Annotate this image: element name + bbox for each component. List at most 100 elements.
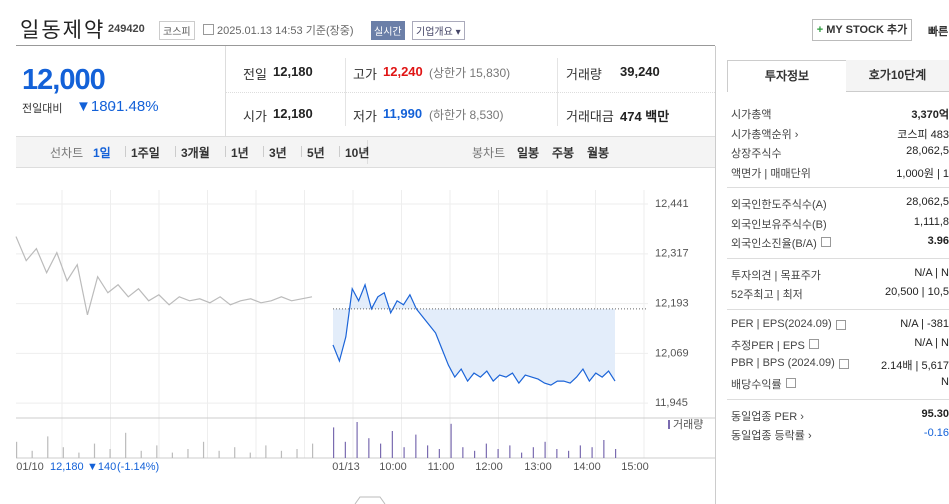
x-tick-label: 14:00 <box>573 461 601 473</box>
help-icon[interactable] <box>809 339 819 349</box>
help-icon[interactable] <box>821 237 831 247</box>
info-label: 동일업종 PER › <box>731 410 804 423</box>
summary-label: 거래대금 <box>566 109 614 124</box>
tab[interactable]: 3개월 <box>181 146 210 160</box>
summary-value: 12,180 <box>273 64 313 79</box>
my-stock-text: MY STOCK 추가 <box>826 24 908 36</box>
summary-value: 39,240 <box>620 64 660 79</box>
datetime-text: 2025.01.13 14:53 <box>217 25 303 37</box>
info-value: 20,500 | 10,5 <box>884 286 949 298</box>
info-value: 코스피 483 <box>897 128 949 141</box>
divider <box>715 46 716 504</box>
change: ▼180 <box>76 98 116 115</box>
realtime-badge: 실시간 <box>371 21 405 40</box>
tab-separator <box>263 146 264 157</box>
info-label: 시가총액순위 › <box>731 128 799 141</box>
prev-day-close: 12,180 <box>50 461 84 473</box>
volume-bar <box>344 441 346 458</box>
volume-bar <box>380 443 382 458</box>
summary-note: (하한가 8,530) <box>429 108 504 122</box>
volume-bar <box>462 447 464 458</box>
panel-tab[interactable]: 호가10단계 <box>846 60 949 92</box>
volume-bar <box>368 438 370 458</box>
info-label: 52주최고 | 최저 <box>731 289 803 301</box>
prev-day-rate: (-1.14%) <box>117 461 159 473</box>
x-tick-label: 13:00 <box>524 461 552 473</box>
tab[interactable]: 5년 <box>307 146 325 160</box>
volume-bar <box>568 450 570 458</box>
panel-tab[interactable]: 투자정보 <box>727 60 847 92</box>
divider <box>727 308 949 310</box>
stock-code: 249420 <box>108 23 145 35</box>
tab[interactable]: 10년 <box>345 146 370 160</box>
info-value: 2.14배 | 5,617 <box>880 359 949 372</box>
volume-bar <box>579 445 581 458</box>
volume-bar <box>521 452 523 458</box>
prev-line <box>15 236 313 316</box>
tab[interactable]: 1주일 <box>131 146 160 160</box>
info-value: N <box>941 376 949 388</box>
tab[interactable]: 일봉 <box>517 146 540 160</box>
volume-bar <box>78 452 80 458</box>
info-value: 28,062,5 <box>906 196 949 208</box>
volume-bar <box>93 443 96 458</box>
volume-bar <box>109 449 111 458</box>
volume-bar <box>591 447 593 458</box>
info-value: N/A | -381 <box>900 317 949 330</box>
help-icon[interactable] <box>836 319 846 330</box>
info-value: N/A | N <box>914 337 949 349</box>
quick-button[interactable]: 빠른 <box>928 26 949 38</box>
volume-bar <box>234 447 236 458</box>
volume-bar <box>265 445 267 458</box>
info-label: 동일업종 등락률 › <box>731 430 812 442</box>
help-icon[interactable] <box>839 358 849 369</box>
x-tick-label: 12:00 <box>475 461 503 473</box>
info-value: 3.96 <box>927 235 949 247</box>
volume-bar <box>140 450 142 458</box>
summary-value: 12,240 <box>383 64 423 79</box>
plus-icon: + <box>816 24 824 36</box>
company-info-text: 기업개요 <box>416 27 453 38</box>
calendar-icon <box>203 24 214 35</box>
divider <box>225 46 226 136</box>
volume-legend: 거래량 <box>673 418 703 431</box>
x-tick-label: 01/10 <box>16 461 44 473</box>
y-tick-label: 12,317 <box>655 248 689 260</box>
volume-bar <box>415 434 417 458</box>
volume-bar <box>31 450 33 458</box>
volume-bar <box>62 447 64 458</box>
volume-bar <box>296 449 298 458</box>
volume-bar <box>497 449 499 458</box>
tab[interactable]: 1일 <box>93 146 111 160</box>
y-tick-label: 12,069 <box>655 347 689 359</box>
volume-bar <box>450 423 452 458</box>
my-stock-button[interactable]: + MY STOCK 추가 <box>812 19 912 41</box>
x-tick-label: 15:00 <box>621 461 649 473</box>
price-chart: 12,441 12,317 12,193 12,069 11,945 거래량 01/10 01… <box>15 190 715 504</box>
info-label: 상장주식수 <box>731 148 782 160</box>
info-label: 배당수익률 <box>731 379 782 391</box>
y-tick-label: 12,441 <box>655 198 689 210</box>
divider <box>727 398 949 400</box>
volume-bar <box>403 447 405 458</box>
volume-bar <box>544 441 546 458</box>
current-price: 12,000 <box>22 64 106 96</box>
datetime: 2025.01.13 14:53 기준(장중) <box>217 22 354 38</box>
info-label: 시가총액 <box>731 109 772 121</box>
volume-legend-swatch <box>668 420 670 429</box>
tab[interactable]: 월봉 <box>587 146 610 160</box>
tab[interactable]: 1년 <box>231 146 249 160</box>
company-info[interactable]: 기업개요 ▾ <box>412 21 465 40</box>
prev-day-change: ▼140 <box>87 461 116 473</box>
volume-bar <box>47 436 49 458</box>
tab[interactable]: 주봉 <box>552 146 575 160</box>
volume-bar <box>171 452 173 458</box>
stock-name: 일동제약 <box>20 19 106 42</box>
y-tick-label: 12,193 <box>655 298 689 310</box>
info-value: 95.30 <box>921 407 949 420</box>
help-icon[interactable] <box>786 378 796 388</box>
tab-separator <box>339 146 340 157</box>
divider <box>727 187 949 188</box>
tab[interactable]: 3년 <box>269 146 287 160</box>
